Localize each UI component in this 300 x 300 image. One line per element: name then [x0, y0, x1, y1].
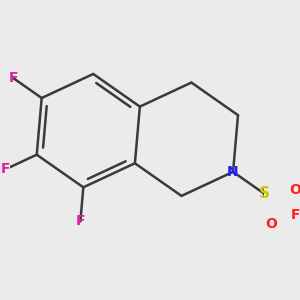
Text: O: O — [290, 183, 300, 197]
Text: N: N — [227, 165, 239, 179]
Text: F: F — [9, 71, 19, 85]
Text: F: F — [76, 214, 85, 228]
Text: F: F — [290, 208, 300, 222]
Text: S: S — [259, 186, 270, 201]
Text: O: O — [266, 217, 278, 231]
Text: F: F — [1, 162, 10, 176]
